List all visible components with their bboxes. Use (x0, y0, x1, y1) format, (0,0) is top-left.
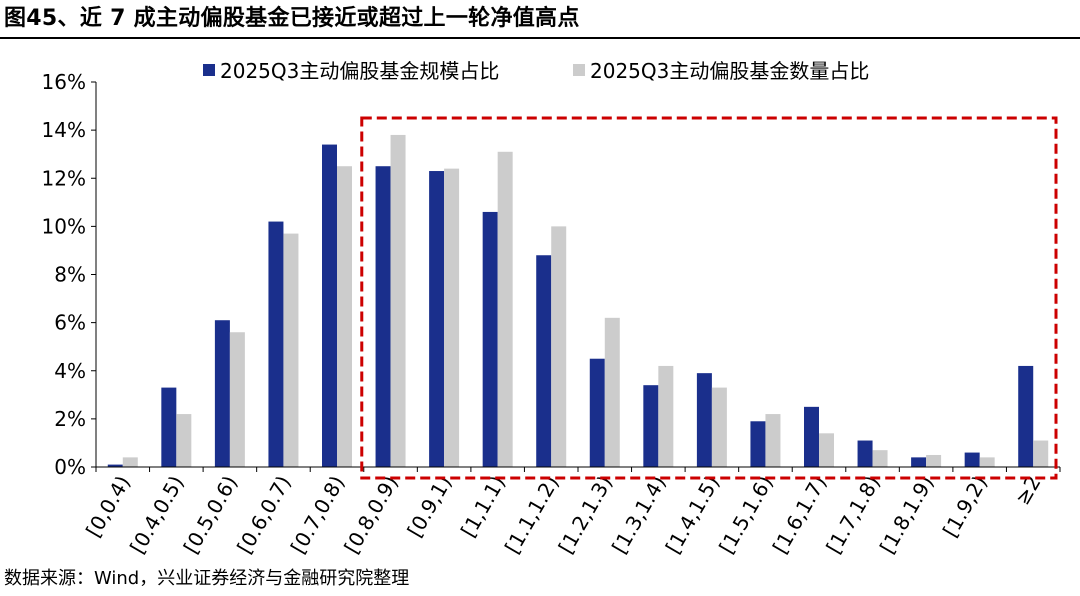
bar-series1 (375, 166, 391, 467)
bar-series1 (750, 421, 766, 467)
bar-series1 (911, 457, 927, 467)
bar-series2 (497, 151, 513, 467)
x-tick-label: [0.8,0.9) (339, 472, 403, 558)
y-tick-label: 10% (42, 214, 86, 238)
bar-series1 (161, 387, 177, 467)
highlight-dashed-box (360, 116, 1058, 480)
bar-series1 (482, 211, 498, 467)
x-tick-labels: [0,0.4)[0.4,0.5)[0.5,0.6)[0.6,0.7)[0.7,0… (81, 471, 1045, 557)
bar-series2 (926, 454, 942, 467)
bar-series2 (337, 166, 352, 467)
bar-series1 (804, 406, 819, 467)
bar-series1 (107, 464, 123, 467)
bar-series1 (589, 358, 605, 467)
bar-series2 (711, 387, 727, 467)
bar-series2 (551, 226, 567, 467)
bar-series2 (658, 365, 674, 467)
title-divider (0, 37, 1080, 39)
x-tick-label: [1.9,2) (938, 472, 992, 542)
bar-series1 (214, 320, 230, 467)
bar-series2 (872, 450, 888, 467)
chart-legend: 2025Q3主动偏股基金规模占比 2025Q3主动偏股基金数量占比 (203, 59, 869, 83)
legend-swatch-series1 (203, 64, 215, 76)
legend-swatch-series2 (573, 64, 585, 76)
bar-series2 (122, 457, 138, 467)
bar-series2 (1033, 440, 1049, 467)
legend-label-series2: 2025Q3主动偏股基金数量占比 (590, 59, 869, 83)
bar-series2 (283, 233, 299, 467)
bar-series1 (964, 452, 980, 467)
bar-series1 (429, 171, 445, 467)
bar-series1 (322, 144, 337, 467)
bar-series2 (176, 414, 192, 467)
bar-series1 (857, 440, 873, 467)
bar-series2 (229, 332, 245, 467)
source-note: 数据来源：Wind，兴业证券经济与金融研究院整理 (4, 568, 410, 589)
y-tick-label: 2% (54, 407, 86, 431)
bar-series2 (765, 414, 781, 467)
bar-series2 (819, 433, 834, 467)
y-tick-label: 12% (42, 166, 86, 190)
bar-series2 (390, 134, 406, 467)
y-tick-label: 8% (54, 263, 86, 287)
y-tick-label: 4% (54, 359, 86, 383)
y-axis: 0% 2% 4% 6% 8% 10% 12% 14% 16% (42, 70, 97, 479)
bar-series2 (604, 317, 620, 467)
bar-series1 (696, 373, 712, 467)
figure-title: 图45、近 7 成主动偏股基金已接近或超过上一轮净值高点 (4, 6, 580, 31)
bar-series1 (268, 221, 284, 467)
x-tick-label: [0,0.4) (81, 472, 135, 542)
y-tick-label: 14% (42, 118, 86, 142)
bar-series1 (643, 385, 659, 467)
bar-series1 (1018, 365, 1034, 467)
bar-chart: 2025Q3主动偏股基金规模占比 2025Q3主动偏股基金数量占比 0% 2% 4%… (42, 59, 1061, 558)
bar-series2 (444, 168, 460, 467)
bar-series1 (536, 255, 552, 467)
bar-series2 (979, 457, 995, 467)
legend-label-series1: 2025Q3主动偏股基金规模占比 (220, 59, 499, 83)
x-tick-label: [1.8,1.9) (875, 472, 939, 558)
y-tick-label: 16% (42, 70, 86, 94)
y-tick-label: 6% (54, 311, 86, 335)
y-tick-label: 0% (54, 455, 86, 479)
x-tick-label: [0.9,1) (402, 471, 456, 541)
bars-group (107, 134, 1049, 467)
x-axis (95, 466, 1061, 472)
x-tick-label: [1,1.1) (456, 471, 510, 541)
